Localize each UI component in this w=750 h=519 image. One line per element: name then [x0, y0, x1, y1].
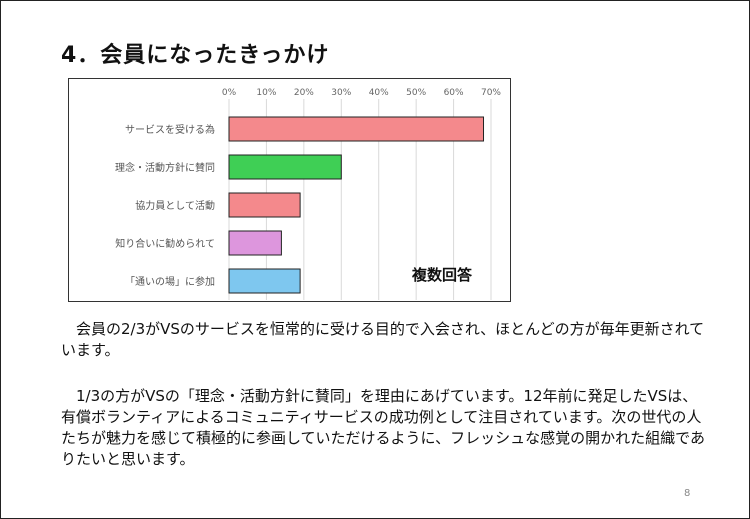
bar: [228, 154, 342, 180]
chart-svg: 0% 10% 20% 30% 40% 50% 60% 70% サービスを受ける為理念・活動方針に…: [115, 88, 501, 300]
bar: [228, 230, 282, 256]
category-label: 協力員として活動: [135, 199, 215, 212]
x-tick-label: 20%: [294, 88, 314, 98]
x-tick-label: 30%: [331, 88, 351, 98]
category-label: 知り合いに勧められて: [115, 237, 215, 250]
x-tick-label: 10%: [256, 88, 276, 98]
x-tick-label: 70%: [481, 88, 501, 98]
page-title: 4．会員になったきっかけ: [61, 43, 330, 68]
x-tick-label: 50%: [406, 88, 426, 98]
x-tick-label: 60%: [444, 88, 464, 98]
category-label: 理念・活動方針に賛同: [115, 161, 215, 174]
page-number: 8: [684, 488, 691, 499]
paragraph-1: 会員の2/3がVSのサービスを恒常的に受ける目的で入会され、ほとんどの方が毎年更…: [61, 320, 705, 359]
bar: [228, 192, 301, 218]
bar: [228, 116, 485, 142]
chart-note: 複数回答: [412, 266, 473, 284]
category-label: サービスを受ける為: [125, 123, 215, 136]
paragraph-2: 1/3の方がVSの「理念・活動方針に賛同」を理由にあげています。12年前に発足し…: [61, 387, 705, 468]
x-tick-label: 40%: [369, 88, 389, 98]
bar: [228, 268, 301, 294]
bar-chart: 0% 10% 20% 30% 40% 50% 60% 70% サービスを受ける為理念・活動方針に…: [68, 78, 511, 302]
x-tick-label: 0%: [222, 88, 237, 98]
category-label: 「通いの場」に参加: [125, 275, 215, 288]
